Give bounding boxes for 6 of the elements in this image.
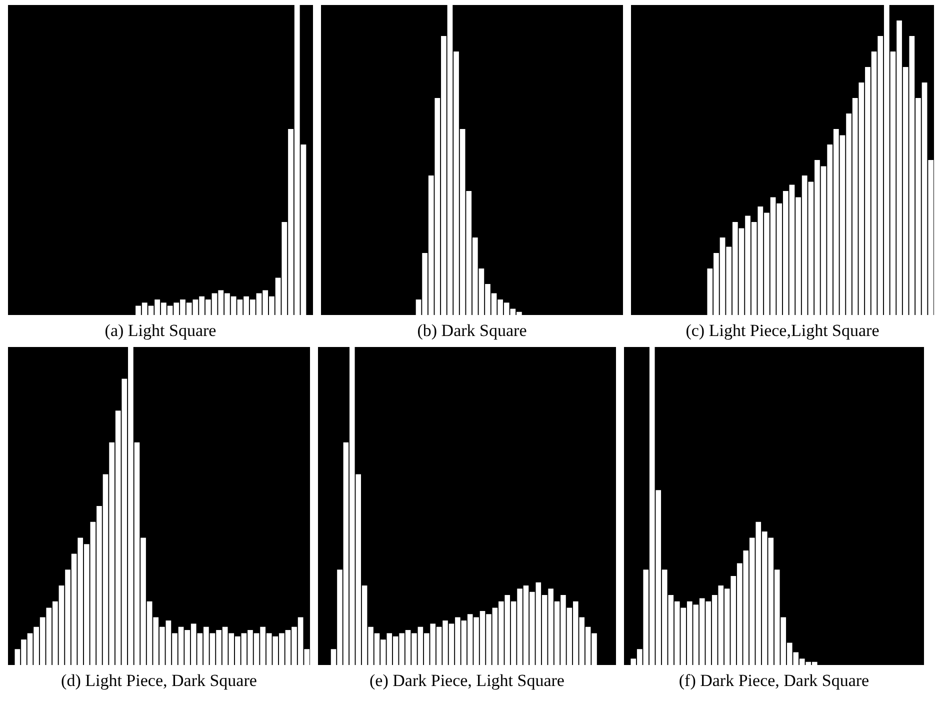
text: (b) Dark Square [417, 321, 527, 341]
text: (f) Dark Piece, Dark Square [678, 671, 870, 691]
text: (d) Light Piece, Dark Square [61, 671, 257, 691]
text: (a) Light Square [104, 321, 216, 341]
text: (c) Light Piece,Light Square [686, 321, 880, 341]
text: (e) Dark Piece, Light Square [370, 671, 564, 691]
